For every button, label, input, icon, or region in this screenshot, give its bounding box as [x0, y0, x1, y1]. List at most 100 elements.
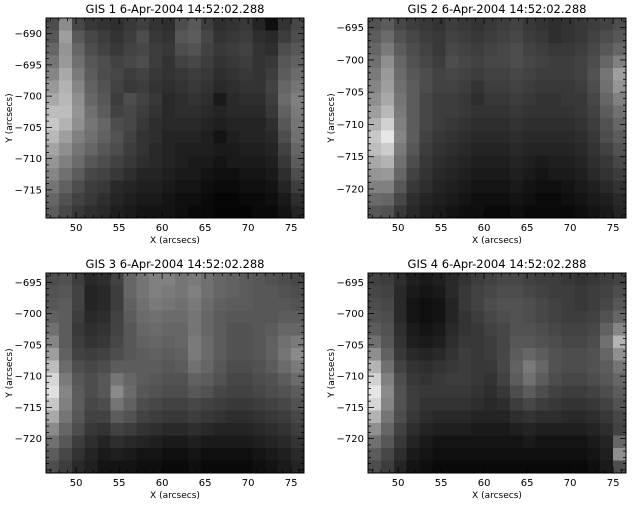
heatmap-cell: [110, 448, 124, 462]
heatmap-cell: [471, 298, 485, 312]
heatmap-cell: [522, 30, 537, 44]
heatmap-cell: [46, 143, 60, 157]
heatmap-cell: [149, 18, 163, 32]
x-tick-label: 75: [607, 478, 620, 489]
heatmap-cell: [497, 118, 511, 132]
heatmap-cell: [484, 460, 498, 474]
heatmap-cell: [574, 43, 588, 57]
heatmap-cell: [484, 435, 498, 449]
heatmap-cell: [380, 80, 395, 94]
heatmap-cell: [149, 298, 163, 312]
heatmap-cell: [406, 155, 421, 169]
heatmap-cell: [200, 168, 215, 182]
heatmap-cell: [613, 273, 627, 287]
heatmap-cell: [187, 80, 202, 94]
heatmap-cell: [445, 385, 459, 399]
heatmap-cell: [406, 348, 421, 362]
heatmap-cell: [458, 460, 472, 474]
heatmap-cell: [252, 55, 266, 69]
heatmap-cell: [123, 55, 137, 69]
heatmap-cell: [123, 410, 137, 424]
heatmap-cell: [226, 143, 241, 157]
heatmap-cell: [71, 310, 86, 324]
heatmap-cell: [149, 348, 163, 362]
heatmap-cell: [136, 348, 150, 362]
heatmap-cell: [58, 30, 73, 44]
heatmap-cell: [484, 55, 498, 69]
heatmap-cell: [393, 55, 408, 69]
heatmap-cell: [213, 168, 228, 182]
heatmap-cell: [278, 448, 292, 462]
heatmap-cell: [46, 168, 60, 182]
heatmap-cell: [535, 423, 550, 437]
heatmap-cell: [213, 30, 228, 44]
heatmap-cell: [574, 460, 588, 474]
heatmap-cell: [265, 335, 279, 349]
heatmap-cell: [613, 373, 627, 387]
heatmap-cell: [265, 143, 279, 157]
heatmap-cell: [175, 155, 189, 169]
heatmap-cell: [175, 80, 189, 94]
heatmap-cell: [522, 298, 537, 312]
heatmap-cell: [291, 273, 305, 287]
heatmap-cell: [368, 348, 382, 362]
heatmap-cell: [58, 423, 73, 437]
heatmap-cell: [561, 205, 575, 219]
heatmap-cell: [200, 423, 215, 437]
heatmap-cell: [58, 273, 73, 287]
heatmap-cell: [71, 273, 86, 287]
heatmap-cell: [522, 93, 537, 107]
heatmap-cell: [175, 448, 189, 462]
heatmap-cell: [136, 18, 150, 32]
x-tick-label: 60: [478, 223, 491, 234]
heatmap-cell: [471, 118, 485, 132]
heatmap-cell: [213, 55, 228, 69]
heatmap-cell: [522, 323, 537, 337]
heatmap-cell: [71, 385, 86, 399]
heatmap-cell: [509, 385, 524, 399]
heatmap-cell: [419, 55, 434, 69]
heatmap-cell: [84, 323, 99, 337]
heatmap-cell: [136, 155, 150, 169]
heatmap-cell: [226, 448, 241, 462]
heatmap-cell: [252, 298, 266, 312]
heatmap-cell: [509, 435, 524, 449]
heatmap-cell: [252, 93, 266, 107]
heatmap-cell: [200, 205, 215, 219]
heatmap-cell: [213, 205, 228, 219]
heatmap-cell: [123, 385, 137, 399]
heatmap-cell: [497, 410, 511, 424]
heatmap-cell: [613, 410, 627, 424]
gis-panel-2: 50 55 60 65 70 75 −695 −700 −705 −710 −715 −720 GIS …: [327, 2, 627, 246]
heatmap-cell: [587, 448, 601, 462]
heatmap-cell: [613, 205, 627, 219]
heatmap-cell: [587, 348, 601, 362]
heatmap-cell: [110, 348, 124, 362]
heatmap-cell: [71, 410, 86, 424]
heatmap-cell: [548, 348, 563, 362]
heatmap-cell: [97, 360, 112, 374]
heatmap-cell: [175, 205, 189, 219]
heatmap-cell: [46, 435, 60, 449]
heatmap-cell: [110, 143, 124, 157]
heatmap-cell: [71, 435, 86, 449]
heatmap-cell: [445, 410, 459, 424]
heatmap-cell: [574, 180, 588, 194]
heatmap-cell: [484, 18, 498, 32]
heatmap-cell: [535, 68, 550, 82]
heatmap-cell: [393, 43, 408, 57]
heatmap-cell: [187, 118, 202, 132]
heatmap-cell: [58, 180, 73, 194]
heatmap-cell: [175, 68, 189, 82]
heatmap-cell: [84, 435, 99, 449]
heatmap-cell: [97, 348, 112, 362]
heatmap-cell: [600, 335, 614, 349]
heatmap-cell: [574, 323, 588, 337]
heatmap-cell: [200, 118, 215, 132]
heatmap-cell: [600, 273, 614, 287]
heatmap-cell: [535, 193, 550, 207]
heatmap-cell: [226, 180, 241, 194]
heatmap-cell: [535, 18, 550, 32]
heatmap-cell: [484, 273, 498, 287]
heatmap-cell: [97, 105, 112, 119]
